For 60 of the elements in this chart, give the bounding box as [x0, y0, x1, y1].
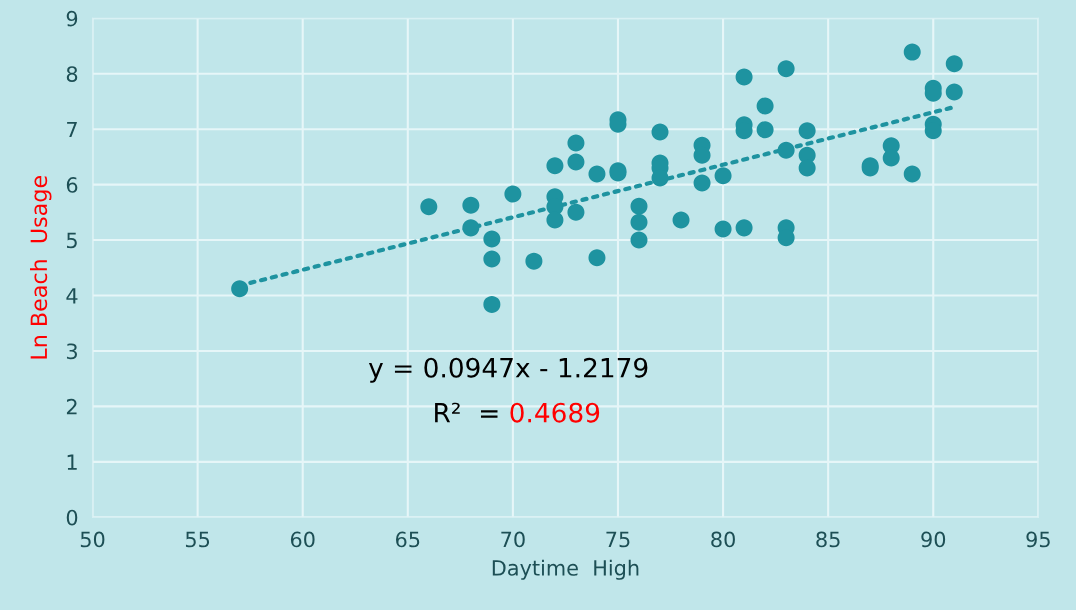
point — [945, 83, 963, 101]
point — [756, 97, 774, 115]
point — [903, 43, 921, 61]
y-tick-label: 9 — [66, 10, 78, 27]
point — [777, 141, 795, 159]
point — [546, 157, 564, 175]
point — [735, 219, 753, 237]
x-tick-label: 75 — [606, 531, 630, 548]
y-tick-label: 1 — [67, 454, 77, 470]
point — [777, 60, 795, 78]
annotation: R² = 0.4689 — [435, 402, 600, 423]
point — [714, 167, 732, 185]
y-tick-label: 0 — [66, 509, 78, 526]
y-tick-label: 7 — [67, 121, 77, 138]
y-axis-title: Ln Beach Usage — [30, 176, 52, 359]
y-tick-label: 2 — [66, 398, 77, 415]
point — [651, 123, 669, 141]
point — [798, 159, 816, 177]
x-tick-label: 60 — [290, 531, 315, 548]
point — [546, 211, 564, 229]
point — [630, 213, 648, 231]
point — [462, 219, 480, 237]
y-tick-label: 3 — [66, 343, 77, 360]
point — [483, 230, 501, 248]
point — [567, 153, 585, 171]
point — [588, 165, 606, 183]
point — [483, 295, 501, 313]
annotation: y = 0.0947x - 1.2179 — [368, 357, 648, 383]
x-tick-label: 90 — [921, 531, 946, 548]
x-tick-label: 70 — [501, 531, 525, 548]
x-tick-label: 95 — [1026, 531, 1050, 548]
point — [735, 68, 753, 86]
point — [630, 231, 648, 249]
x-tick-label: 55 — [185, 531, 210, 548]
point — [567, 203, 585, 221]
point — [756, 121, 774, 139]
point — [420, 198, 438, 216]
x-tick-label: 80 — [711, 531, 735, 548]
point — [588, 249, 606, 267]
point — [798, 122, 816, 140]
point — [672, 211, 690, 229]
x-axis-title: Daytime High — [492, 559, 639, 580]
y-tick-label: 8 — [66, 66, 78, 82]
x-tick-label: 85 — [816, 531, 840, 548]
y-tick-label: 5 — [67, 232, 77, 249]
point — [903, 165, 921, 183]
point — [714, 220, 732, 238]
point — [567, 134, 585, 152]
x-tick-label: 50 — [80, 531, 105, 548]
point — [693, 174, 711, 192]
point — [462, 196, 480, 214]
point — [525, 252, 543, 270]
point — [630, 197, 648, 215]
y-tick-label: 6 — [66, 177, 78, 193]
point — [483, 250, 501, 268]
point — [504, 185, 522, 203]
y-tick-label: 4 — [66, 288, 78, 304]
point — [945, 55, 963, 73]
x-tick-label: 65 — [396, 531, 420, 548]
point — [231, 280, 249, 298]
